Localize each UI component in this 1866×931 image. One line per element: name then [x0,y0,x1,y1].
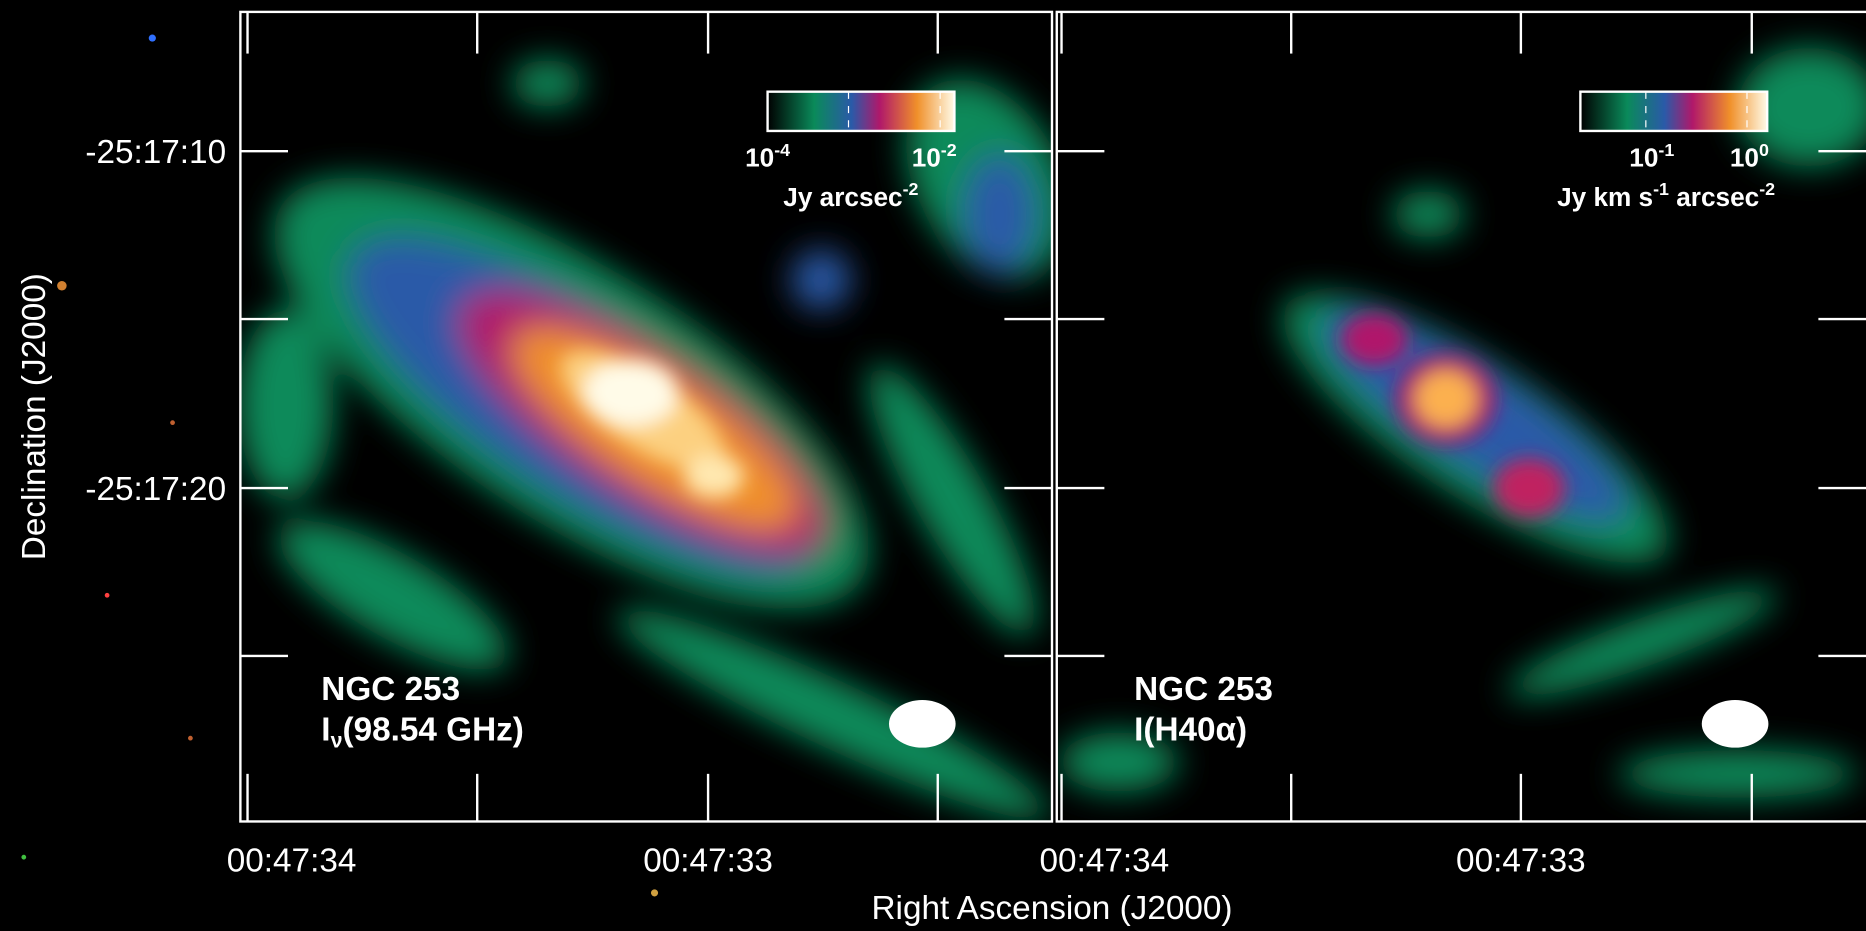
text-part: Jy km s [1557,182,1653,212]
x-tick-label: 00:47:33 [643,842,773,879]
text-part: I [321,712,330,749]
text-part: -2 [941,140,957,160]
text-part: 10 [745,143,774,173]
text-part: Jy arcsec [783,182,902,212]
figure: 10-4 10-2 Jy arcsec-2 10-1 100 Jy km s-1… [0,0,1866,931]
text-part: arcsec [1669,182,1759,212]
x-tick-label: 00:47:34 [227,842,357,879]
y-tick-label: -25:17:10 [85,134,226,171]
x-tick-label: 00:47:33 [1456,842,1586,879]
text-part: ν [331,729,343,753]
x-axis-title: Right Ascension (J2000) [871,890,1232,927]
beam [1702,700,1769,748]
text-part: 10 [912,143,941,173]
beam [889,700,956,748]
colorbar-unit: Jy arcsec-2 [783,179,918,212]
panel-label: I(H40α) [1134,712,1247,749]
panel-label: NGC 253 [1134,671,1273,708]
text-part: (98.54 GHz) [342,712,523,749]
text-part: 0 [1759,140,1769,160]
text-part: -4 [774,140,790,160]
text-part: -1 [1658,140,1674,160]
text-part: 10 [1629,143,1658,173]
y-tick-label: -25:17:20 [85,471,226,508]
text-part: -1 [1653,179,1669,199]
y-axis-title: Declination (J2000) [16,273,53,560]
text-part: 10 [1730,143,1759,173]
panel-label: Iν(98.54 GHz) [321,712,524,753]
text-part: -2 [1759,179,1775,199]
x-tick-label: 00:47:34 [1040,842,1170,879]
panel-label: NGC 253 [321,671,460,708]
page: {"y_axis": {"title": "Declination (J2000… [0,0,1866,931]
text-part: -2 [903,179,919,199]
